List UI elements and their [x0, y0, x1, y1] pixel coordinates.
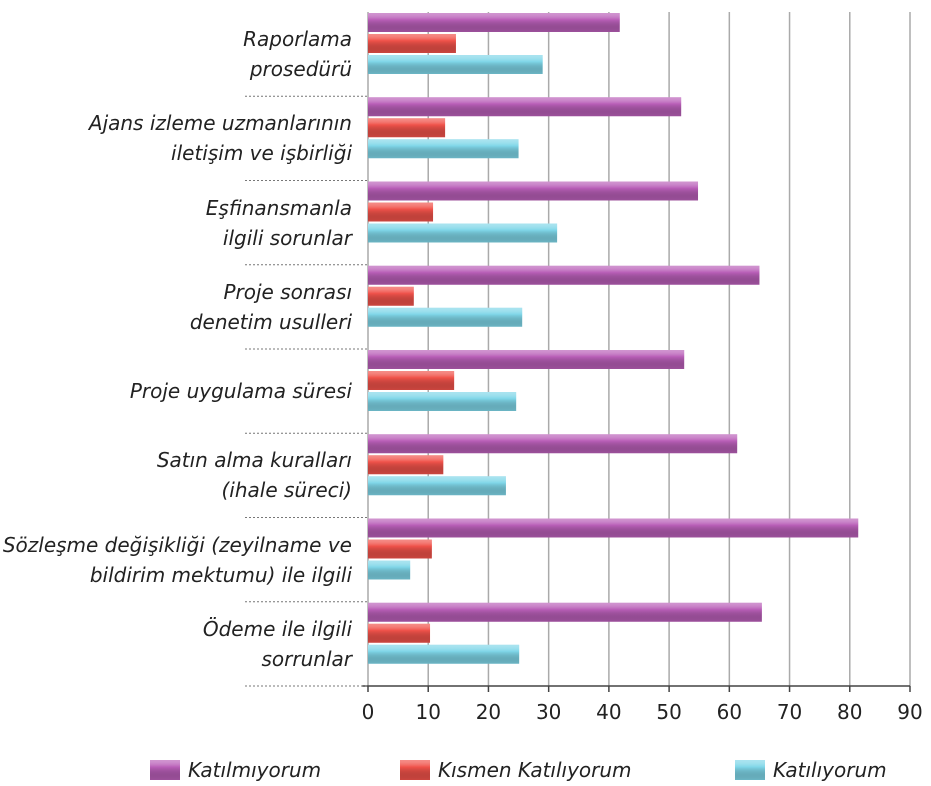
legend-label: Katılmıyorum [188, 758, 321, 782]
bar-shine [368, 350, 685, 369]
x-tick-label: 50 [656, 700, 681, 724]
bar-shine [368, 223, 558, 243]
y-tick-label: Proje sonrası denetim usulleri [189, 279, 352, 334]
bar-shine [368, 392, 517, 411]
y-tick-label: Proje uygulama süresi [129, 379, 352, 404]
bar-shine [368, 34, 456, 53]
y-tick-label: Ajans izleme uzmanlarının iletişim ve iş… [88, 111, 352, 166]
x-tick-label: 90 [897, 700, 922, 724]
x-tick-label: 70 [777, 700, 802, 724]
bar-shine [368, 55, 543, 74]
legend-label: Kısmen Katılıyorum [438, 758, 632, 782]
x-tick-label: 40 [596, 700, 621, 724]
bar-shine [368, 265, 760, 285]
y-tick-label: Raporlama prosedürü [243, 27, 352, 82]
y-tick-label: Eşfinansmanla ilgili sorunlar [205, 195, 352, 250]
legend-shine [735, 760, 765, 780]
x-tick-label: 80 [837, 700, 862, 724]
x-tick-label: 30 [536, 700, 561, 724]
bar-shine [368, 455, 444, 475]
y-tick-label: Ödeme ile ilgili sorrunlar [202, 616, 352, 671]
bar-shine [368, 476, 506, 496]
bar-shine [368, 139, 519, 159]
x-tick-label: 60 [717, 700, 742, 724]
bar-shine [368, 644, 520, 664]
legend-shine [150, 760, 180, 780]
x-tick-label: 10 [415, 700, 440, 724]
bar-shine [368, 202, 434, 222]
y-tick-label: Satın alma kuralları (ihale süreci) [156, 448, 352, 503]
bar-shine [368, 286, 414, 306]
bar-shine [368, 118, 446, 138]
bar-shine [368, 560, 411, 580]
bar-shine [368, 602, 762, 622]
bar-shine [368, 307, 523, 327]
bar-shine [368, 181, 699, 201]
bar-shine [368, 518, 859, 538]
bar-shine [368, 539, 432, 559]
bar-shine [368, 434, 738, 454]
legend-shine [400, 760, 430, 780]
x-tick-label: 20 [476, 700, 501, 724]
bar-shine [368, 371, 455, 390]
x-tick-label: 0 [362, 700, 375, 724]
legend-label: Katılıyorum [773, 758, 887, 782]
bar-shine [368, 13, 620, 32]
bar-shine [368, 97, 682, 117]
bar-shine [368, 623, 431, 643]
y-tick-label: Sözleşme değişikliği (zeyilname ve bildi… [2, 532, 352, 587]
